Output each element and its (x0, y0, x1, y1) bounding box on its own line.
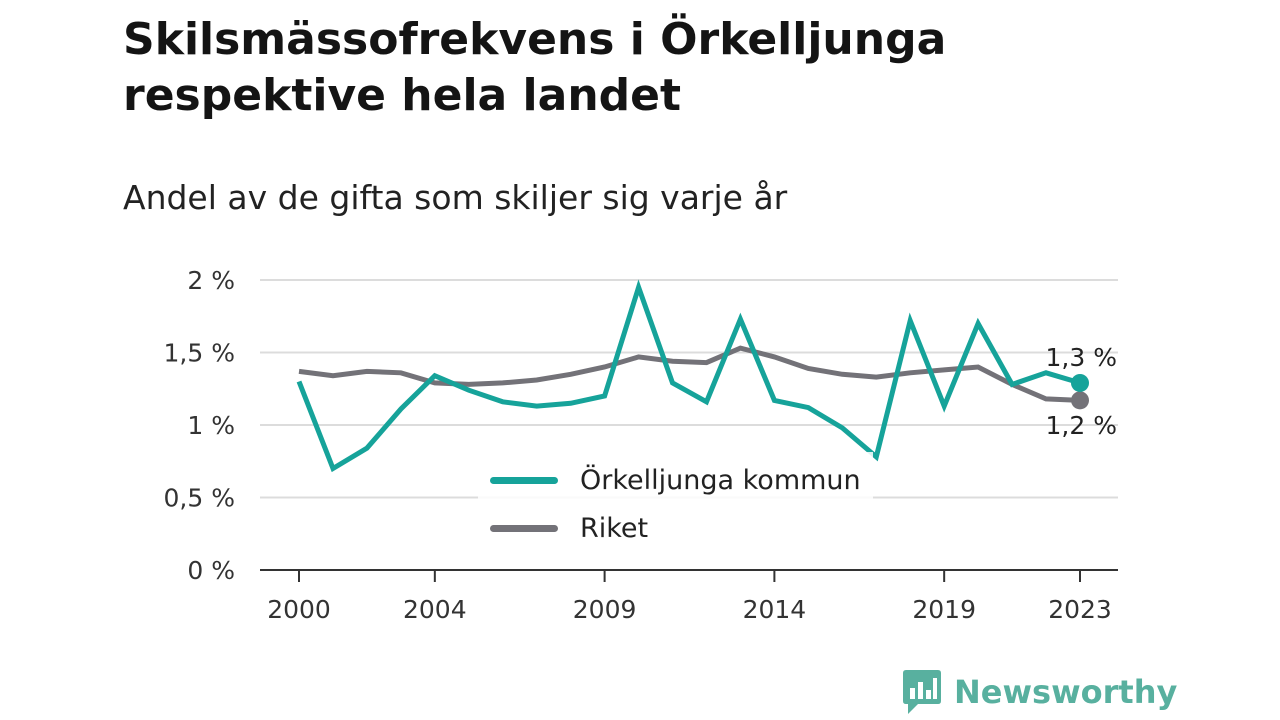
x-tick-label-1: 2004 (403, 595, 467, 624)
end-label-orkelljunga: 1,3 % (1046, 343, 1117, 372)
newsworthy-logo: Newsworthy (902, 668, 1177, 716)
legend-item-orkelljunga: Örkelljunga kommun (490, 456, 861, 504)
end-labels: 1,3 % 1,2 % (1046, 343, 1117, 440)
x-tick-label-2: 2009 (573, 595, 637, 624)
legend-label-orkelljunga: Örkelljunga kommun (580, 464, 861, 496)
y-tick-label-1: 0,5 % (164, 484, 235, 513)
y-tick-label-0: 0 % (187, 556, 235, 585)
x-axis: 2000 2004 2009 2014 2019 2023 (260, 569, 1118, 624)
series-endpoint-riket (1071, 391, 1089, 410)
x-tick-label-5: 2023 (1048, 595, 1112, 624)
chart-subtitle: Andel av de gifta som skiljer sig varje … (123, 178, 788, 217)
y-tick-label-4: 2 % (187, 266, 235, 295)
series-line-orkelljunga (296, 279, 1081, 473)
y-tick-label-3: 1,5 % (164, 339, 235, 368)
newsworthy-chart-bubble-icon (903, 670, 941, 714)
legend-item-riket: Riket (490, 504, 861, 552)
x-tick-label-4: 2019 (912, 595, 976, 624)
chart-legend: Örkelljunga kommun Riket (478, 452, 873, 558)
x-tick-label-3: 2014 (743, 595, 807, 624)
x-tick-label-0: 2000 (267, 595, 331, 624)
legend-swatch-orkelljunga (490, 476, 558, 484)
legend-swatch-riket (490, 524, 558, 532)
series-endpoint-orkelljunga (1071, 373, 1089, 392)
series-lines (296, 279, 1089, 473)
chart-title: Skilsmässofrekvens i Örkelljunga respekt… (123, 14, 947, 121)
logo-text: Newsworthy (954, 673, 1178, 711)
end-label-riket: 1,2 % (1046, 411, 1117, 440)
legend-label-riket: Riket (580, 512, 649, 544)
y-tick-label-2: 1 % (187, 411, 235, 440)
